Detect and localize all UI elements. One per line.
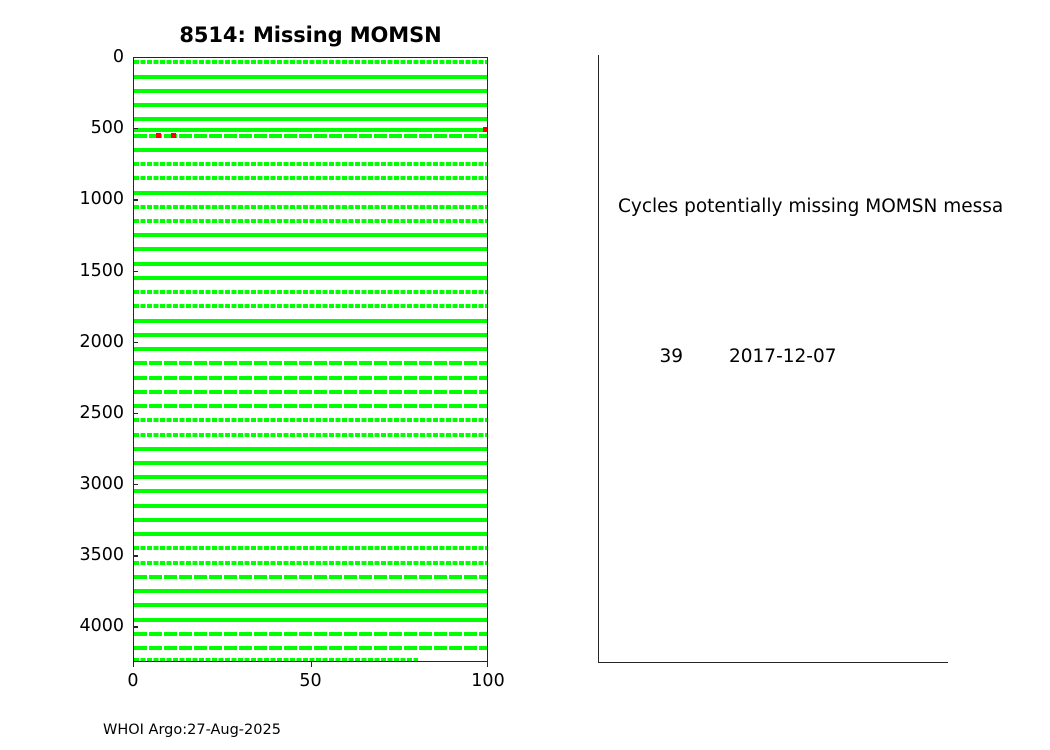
missing-markers-layer: [134, 58, 487, 661]
received-band: [134, 133, 487, 138]
y-axis-labels: 0 500 1000 1500 2000 2500 3000 3500 4000: [0, 47, 124, 662]
received-band: [134, 261, 487, 266]
received-band: [134, 475, 487, 480]
received-band: [134, 204, 487, 209]
missing-momsn-marker: [482, 127, 487, 133]
received-band: [134, 290, 487, 295]
received-band: [134, 631, 487, 636]
y-axis-tick: [133, 128, 138, 130]
x-axis-labels: 0 50 100: [127, 671, 504, 697]
y-axis-tick: [133, 626, 138, 628]
received-band: [134, 432, 487, 437]
y-axis-tick-label: 500: [90, 118, 124, 139]
received-band: [134, 176, 487, 181]
received-band: [134, 74, 487, 79]
chart-title: 8514: Missing MOMSN: [179, 23, 442, 47]
received-band: [134, 88, 487, 93]
footer-credit: WHOI Argo:27-Aug-2025: [103, 722, 281, 738]
missing-momsn-marker: [170, 133, 176, 139]
y-axis-tick: [133, 270, 138, 272]
received-band: [134, 658, 418, 661]
y-axis-tick-label: 0: [112, 47, 124, 67]
y-axis-tick: [133, 57, 138, 59]
received-band: [134, 532, 487, 537]
received-bands-layer: [134, 58, 487, 661]
x-axis-tick: [486, 662, 488, 667]
received-band: [134, 375, 487, 380]
plot-area: [133, 57, 488, 662]
received-band: [134, 460, 487, 465]
received-band: [134, 389, 487, 394]
received-band: [134, 503, 487, 508]
x-axis-tick: [310, 662, 312, 667]
received-band: [134, 147, 487, 152]
received-band: [134, 361, 487, 366]
x-axis-ticks: [133, 662, 488, 668]
received-band: [134, 517, 487, 522]
x-axis-tick-label: 100: [471, 671, 505, 691]
received-band: [134, 60, 487, 65]
y-axis-tick-label: 3000: [79, 474, 124, 495]
y-axis-tick: [133, 555, 138, 557]
received-band: [134, 247, 487, 252]
received-band: [134, 617, 487, 622]
received-band: [134, 127, 487, 132]
received-band: [134, 646, 487, 651]
received-band: [134, 560, 487, 565]
y-axis-ticks: [133, 57, 139, 662]
y-axis-tick: [133, 199, 138, 201]
x-axis-tick-label: 0: [127, 671, 139, 691]
y-axis-tick: [133, 412, 138, 415]
received-band: [134, 218, 487, 223]
received-band: [134, 489, 487, 494]
received-band: [134, 332, 487, 337]
received-band: [134, 574, 487, 579]
received-band: [134, 589, 487, 594]
received-band: [134, 347, 487, 352]
received-band: [134, 404, 487, 409]
received-band: [134, 233, 487, 238]
received-band: [134, 318, 487, 323]
received-band: [134, 190, 487, 195]
y-axis-tick-label: 2000: [79, 331, 124, 352]
received-band: [134, 546, 487, 551]
missing-momsn-marker: [156, 133, 162, 139]
y-axis-tick: [133, 484, 138, 486]
y-axis-tick-label: 1500: [79, 260, 124, 281]
y-axis-tick-label: 1000: [79, 189, 124, 210]
received-band: [134, 418, 487, 423]
missing-momsn-chart: 8514: Missing MOMSN 0 500 1000 1500 2000 2500…: [0, 23, 504, 738]
received-band: [134, 117, 487, 122]
received-band: [134, 275, 487, 280]
received-band: [134, 102, 487, 107]
y-axis-tick-label: 3500: [79, 545, 124, 566]
received-band: [134, 446, 487, 451]
y-axis-tick: [133, 341, 138, 343]
x-axis-tick: [133, 662, 135, 667]
cycles-panel: [598, 55, 948, 663]
y-axis-tick-label: 2500: [79, 402, 124, 423]
y-axis-tick-label: 4000: [79, 616, 124, 637]
received-band: [134, 162, 487, 167]
received-band: [134, 304, 487, 309]
x-axis-tick-label: 50: [299, 671, 322, 691]
received-band: [134, 603, 487, 608]
